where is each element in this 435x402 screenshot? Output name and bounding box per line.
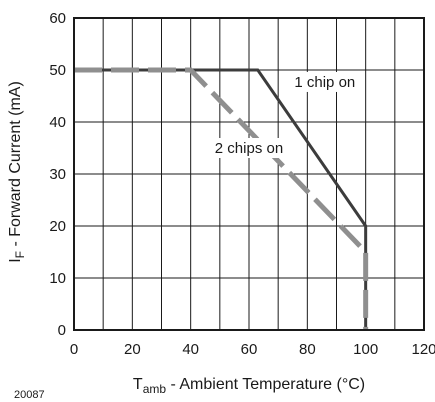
y-tick-label: 20	[49, 218, 66, 235]
series-annotation-label: 2 chips on	[215, 140, 283, 157]
x-tick-label: 80	[299, 341, 316, 358]
annotation-background	[290, 71, 360, 92]
series-line-2-chips-on	[74, 67, 369, 330]
figure-code: 20087	[14, 389, 45, 401]
x-tick-label: 120	[411, 341, 435, 358]
x-axis-label: Tamb - Ambient Temperature (°C)	[133, 376, 365, 396]
y-tick-label: 30	[49, 166, 66, 183]
y-axis-label: IF - Forward Current (mA)	[7, 81, 27, 263]
x-tick-label: 40	[182, 341, 199, 358]
y-tick-label: 60	[49, 10, 66, 27]
annotation-background	[210, 138, 288, 158]
y-tick-label: 10	[49, 270, 66, 287]
x-tick-label: 20	[124, 341, 141, 358]
series-annotations: 1 chip on 2 chips on	[210, 71, 360, 158]
grid-lines	[74, 18, 424, 330]
x-tick-label: 0	[70, 341, 78, 358]
y-tick-label: 50	[49, 62, 66, 79]
x-tick-label: 60	[241, 341, 258, 358]
plot-frame	[73, 17, 425, 331]
series-lines	[74, 67, 369, 330]
y-tick-label: 0	[58, 322, 66, 339]
x-tick-labels: 0 20 40 60 80 100 120	[70, 341, 435, 358]
y-tick-label: 40	[49, 114, 66, 131]
series-annotation-label: 1 chip on	[294, 74, 355, 91]
x-tick-label: 100	[353, 341, 378, 358]
y-tick-labels: 0 10 20 30 40 50 60	[49, 10, 66, 339]
